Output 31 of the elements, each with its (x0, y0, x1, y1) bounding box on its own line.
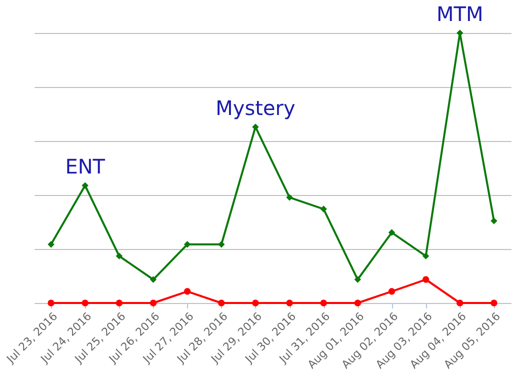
point (82, 182, 88, 189)
point (184, 241, 191, 248)
point (184, 288, 191, 295)
point (320, 206, 327, 212)
point (354, 300, 362, 306)
point (490, 300, 498, 306)
point (286, 300, 293, 306)
point (422, 276, 430, 283)
point (218, 241, 225, 248)
point (422, 252, 430, 260)
point (252, 124, 259, 130)
point (150, 276, 157, 283)
point (48, 300, 54, 306)
point (252, 300, 259, 306)
point (286, 194, 293, 201)
point (456, 300, 464, 306)
point (320, 300, 327, 306)
point (218, 300, 225, 306)
annotation: MTM (436, 2, 484, 26)
point (354, 276, 362, 283)
annotation: ENT (65, 154, 106, 179)
point (48, 241, 54, 248)
point (150, 300, 157, 306)
point (116, 300, 123, 306)
point (116, 252, 123, 260)
point (490, 218, 498, 224)
point (388, 288, 396, 295)
annotation: Mystery (216, 96, 296, 120)
point (388, 229, 396, 236)
point (82, 300, 88, 306)
point (456, 30, 464, 36)
